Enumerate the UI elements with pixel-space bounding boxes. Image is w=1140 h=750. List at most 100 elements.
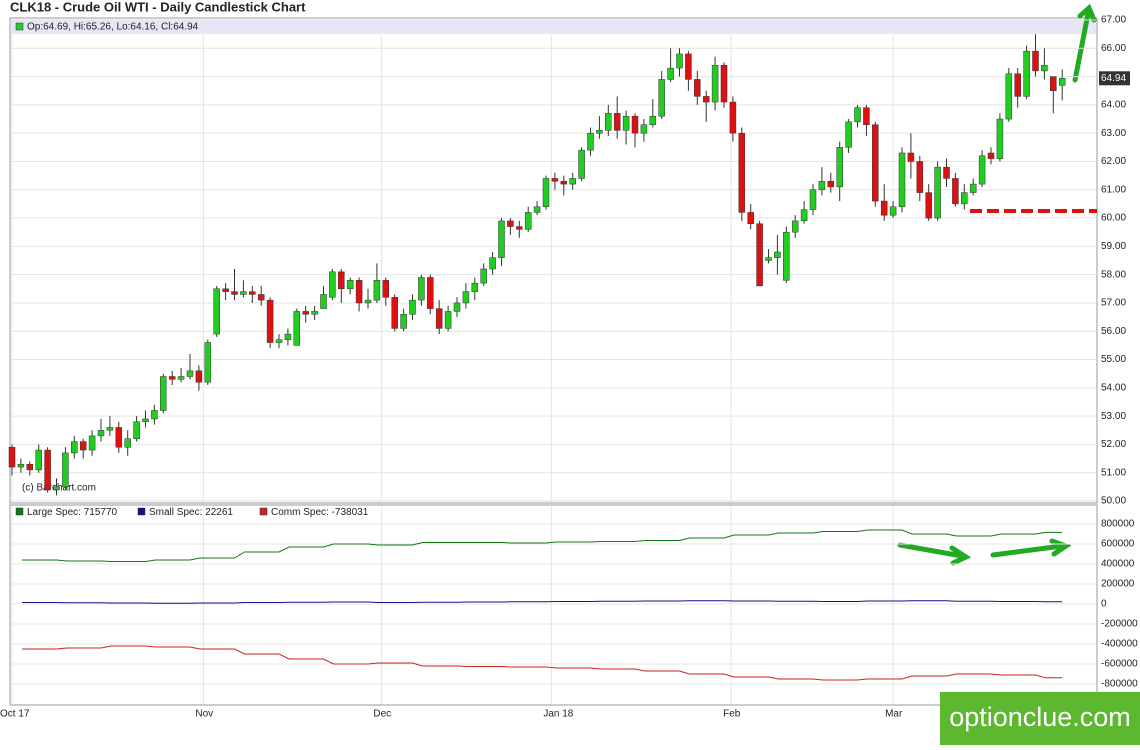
cot-line (22, 600, 1063, 604)
legend-swatch (137, 507, 146, 516)
y-tick-label: 54.00 (1101, 382, 1126, 393)
watermark-box (940, 692, 1140, 745)
legend-sep: : (200, 507, 206, 518)
y-tick-label: 50.00 (1101, 496, 1126, 507)
candle-body (845, 121, 852, 148)
candle-body (275, 339, 283, 343)
candle-body (62, 452, 69, 488)
y-tick-label: 58.00 (1101, 269, 1126, 280)
legend-swatch (259, 507, 268, 516)
legend-label: Small Spec: 22261 (149, 507, 233, 518)
candle-body (231, 291, 238, 295)
candle-body (115, 427, 123, 448)
header-swatch (15, 22, 24, 31)
candle-body (658, 79, 665, 117)
arrows (897, 3, 1097, 566)
candle-body (1005, 73, 1013, 120)
legend-name: Comm Spec (271, 507, 326, 518)
y-tick-label: 62.00 (1101, 156, 1126, 167)
candle-body (880, 200, 888, 216)
candle-body (649, 115, 657, 125)
candle-body (676, 53, 683, 69)
y-tick-label: 600000 (1101, 539, 1135, 550)
candle-body (160, 376, 167, 411)
candle-body (711, 65, 719, 103)
cot-line (22, 529, 1063, 562)
cot-panel (9, 504, 1098, 706)
candle-body (1023, 50, 1030, 97)
cot-line (22, 645, 1063, 681)
candle-body (17, 463, 25, 468)
watermark: optionclue.com (949, 702, 1131, 732)
candle-body (827, 181, 835, 188)
legend-value: 22261 (205, 507, 233, 518)
y-tick-label: -200000 (1101, 619, 1138, 630)
candle-body (898, 152, 906, 207)
candle-body (622, 115, 630, 131)
legend-value: 715770 (84, 507, 118, 518)
candle-body (311, 311, 318, 315)
candle-body (382, 280, 390, 298)
candle-body (1050, 76, 1057, 91)
candle-body (818, 181, 826, 191)
legend-sep: : (326, 507, 332, 518)
candle-body (613, 113, 621, 131)
candle-body (1014, 73, 1021, 97)
y-tick-label: 400000 (1101, 559, 1135, 570)
arrow-head (1077, 3, 1097, 23)
candle-body (889, 206, 897, 216)
candle-body (284, 333, 292, 340)
candle-body (240, 291, 247, 295)
candle-body (338, 271, 345, 290)
candle-body (293, 311, 301, 346)
y-tick-label: 66.00 (1101, 43, 1126, 54)
candle-body (320, 294, 327, 309)
legend-value: -738031 (332, 507, 369, 518)
y-tick-label: 63.00 (1101, 128, 1126, 139)
candle-body (729, 101, 737, 134)
candle-body (533, 206, 541, 213)
y-tick-label: 59.00 (1101, 241, 1126, 252)
candle-body (79, 441, 87, 451)
candle-body (257, 294, 265, 301)
candle-body (969, 183, 977, 193)
candle-body (249, 291, 256, 295)
candle-body (524, 212, 532, 230)
candle-body (774, 251, 781, 258)
candle-body (266, 299, 274, 343)
candle-body (640, 124, 648, 134)
candle-body (516, 226, 523, 230)
candle-body (872, 124, 879, 202)
candle-body (186, 370, 194, 377)
candle-body (756, 223, 763, 287)
candle-body (507, 220, 514, 227)
candle-body (204, 342, 212, 383)
candle-body (702, 96, 710, 103)
y-tick-label: -600000 (1101, 659, 1138, 670)
y-tick-label: 0 (1101, 599, 1107, 610)
candle-body (631, 115, 639, 134)
candle-body (978, 155, 986, 185)
candle-body (400, 314, 407, 329)
candle-body (907, 152, 915, 162)
candle-body (302, 311, 309, 315)
candle-body (587, 132, 594, 151)
chart-title: CLK18 - Crude Oil WTI - Daily Candlestic… (10, 0, 306, 14)
candle-body (720, 65, 728, 103)
candle-body (854, 107, 861, 123)
last-price-box (1099, 71, 1130, 86)
legend-name: Large Spec (27, 507, 78, 518)
candle-body (667, 67, 674, 80)
candle-body (569, 178, 576, 185)
y-tick-label: 800000 (1101, 519, 1135, 530)
candle-body (809, 189, 817, 210)
legend-label: Large Spec: 715770 (27, 507, 118, 518)
candle-body (498, 220, 505, 258)
candle-body (996, 118, 1004, 159)
candle-body (151, 410, 158, 420)
candle-body (427, 277, 434, 309)
candle-body (1032, 50, 1039, 72)
header-bar (11, 20, 1096, 34)
candle-body (747, 212, 754, 224)
